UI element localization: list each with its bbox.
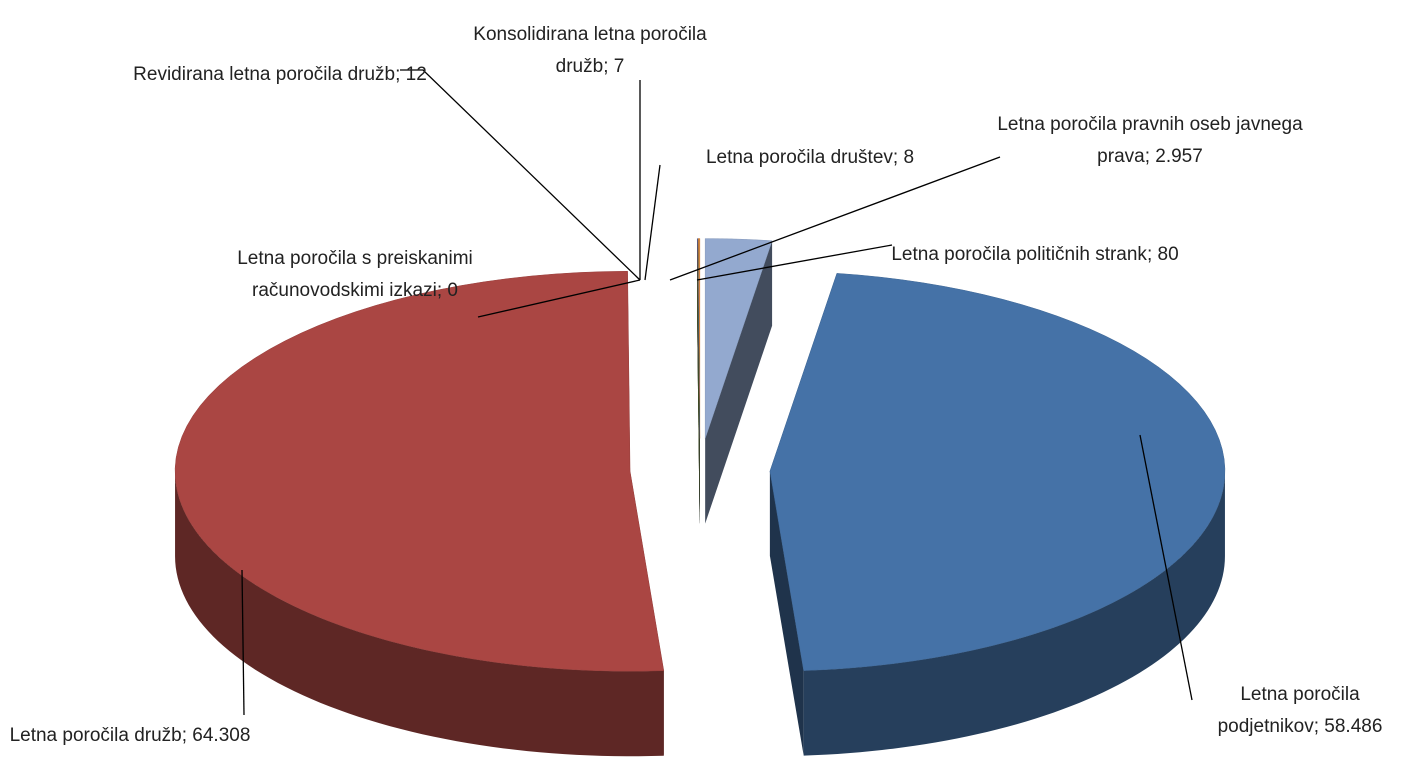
category: Revidirana letna poročila družb [133, 64, 396, 85]
leader-line [696, 244, 893, 281]
separator: ; [1144, 146, 1156, 167]
leader-line [400, 69, 641, 281]
slice-side [175, 471, 664, 757]
slice [704, 238, 773, 524]
value: 12 [405, 64, 427, 85]
separator: ; [892, 147, 904, 168]
data-label: Letna poročila družb; 64.308 [0, 720, 260, 752]
leader-line [669, 156, 1001, 281]
slice-top [174, 271, 665, 672]
leader-line [477, 279, 641, 318]
slice-top [704, 238, 773, 439]
separator: ; [603, 56, 614, 77]
data-label: Letna poročila podjetnikov; 58.486 [1190, 679, 1406, 743]
value: 8 [903, 147, 915, 168]
slice-edge [705, 240, 773, 524]
category: Letna poročila pravnih oseb javnega prav… [997, 114, 1303, 167]
slice-side [803, 471, 1225, 756]
category: Letna poročila društev [705, 147, 893, 168]
slice-top [696, 238, 700, 439]
data-label: Letna poročila pravnih oseb javnega prav… [985, 109, 1315, 173]
value: 80 [1157, 244, 1179, 265]
slice-top [697, 238, 701, 439]
category: Letna poročila družb [9, 725, 182, 746]
category: Konsolidirana letna poročila družb [473, 24, 707, 77]
slice [697, 238, 700, 524]
category: Letna poročila podjetnikov [1217, 684, 1360, 737]
slice [769, 273, 1226, 756]
data-label: Konsolidirana letna poročila družb; 7 [465, 19, 715, 83]
data-label: Letna poročila političnih strank; 80 [885, 239, 1185, 271]
slice-edge [769, 471, 804, 756]
value: 0 [447, 280, 458, 301]
slice [174, 271, 665, 757]
separator: ; [1146, 244, 1158, 265]
leader-line [241, 569, 245, 716]
value: 7 [613, 56, 625, 77]
value: 58.486 [1324, 716, 1383, 737]
separator: ; [181, 725, 193, 746]
data-label: Letna poročila s preiskanimi računovodsk… [220, 243, 490, 307]
separator: ; [436, 280, 448, 301]
leader-line [1139, 434, 1193, 701]
separator: ; [395, 64, 406, 85]
category: Letna poročila s preiskanimi računovodsk… [237, 248, 473, 301]
slice-top [769, 273, 1226, 671]
value: 2.957 [1155, 146, 1203, 167]
value: 64.308 [192, 725, 251, 746]
category: Letna poročila političnih strank [891, 244, 1147, 265]
data-label: Letna poročila društev; 8 [650, 142, 970, 174]
data-label: Revidirana letna poročila družb; 12 [125, 59, 435, 91]
leader-line [644, 164, 661, 281]
slice-edge [697, 238, 700, 524]
separator: ; [1313, 716, 1325, 737]
